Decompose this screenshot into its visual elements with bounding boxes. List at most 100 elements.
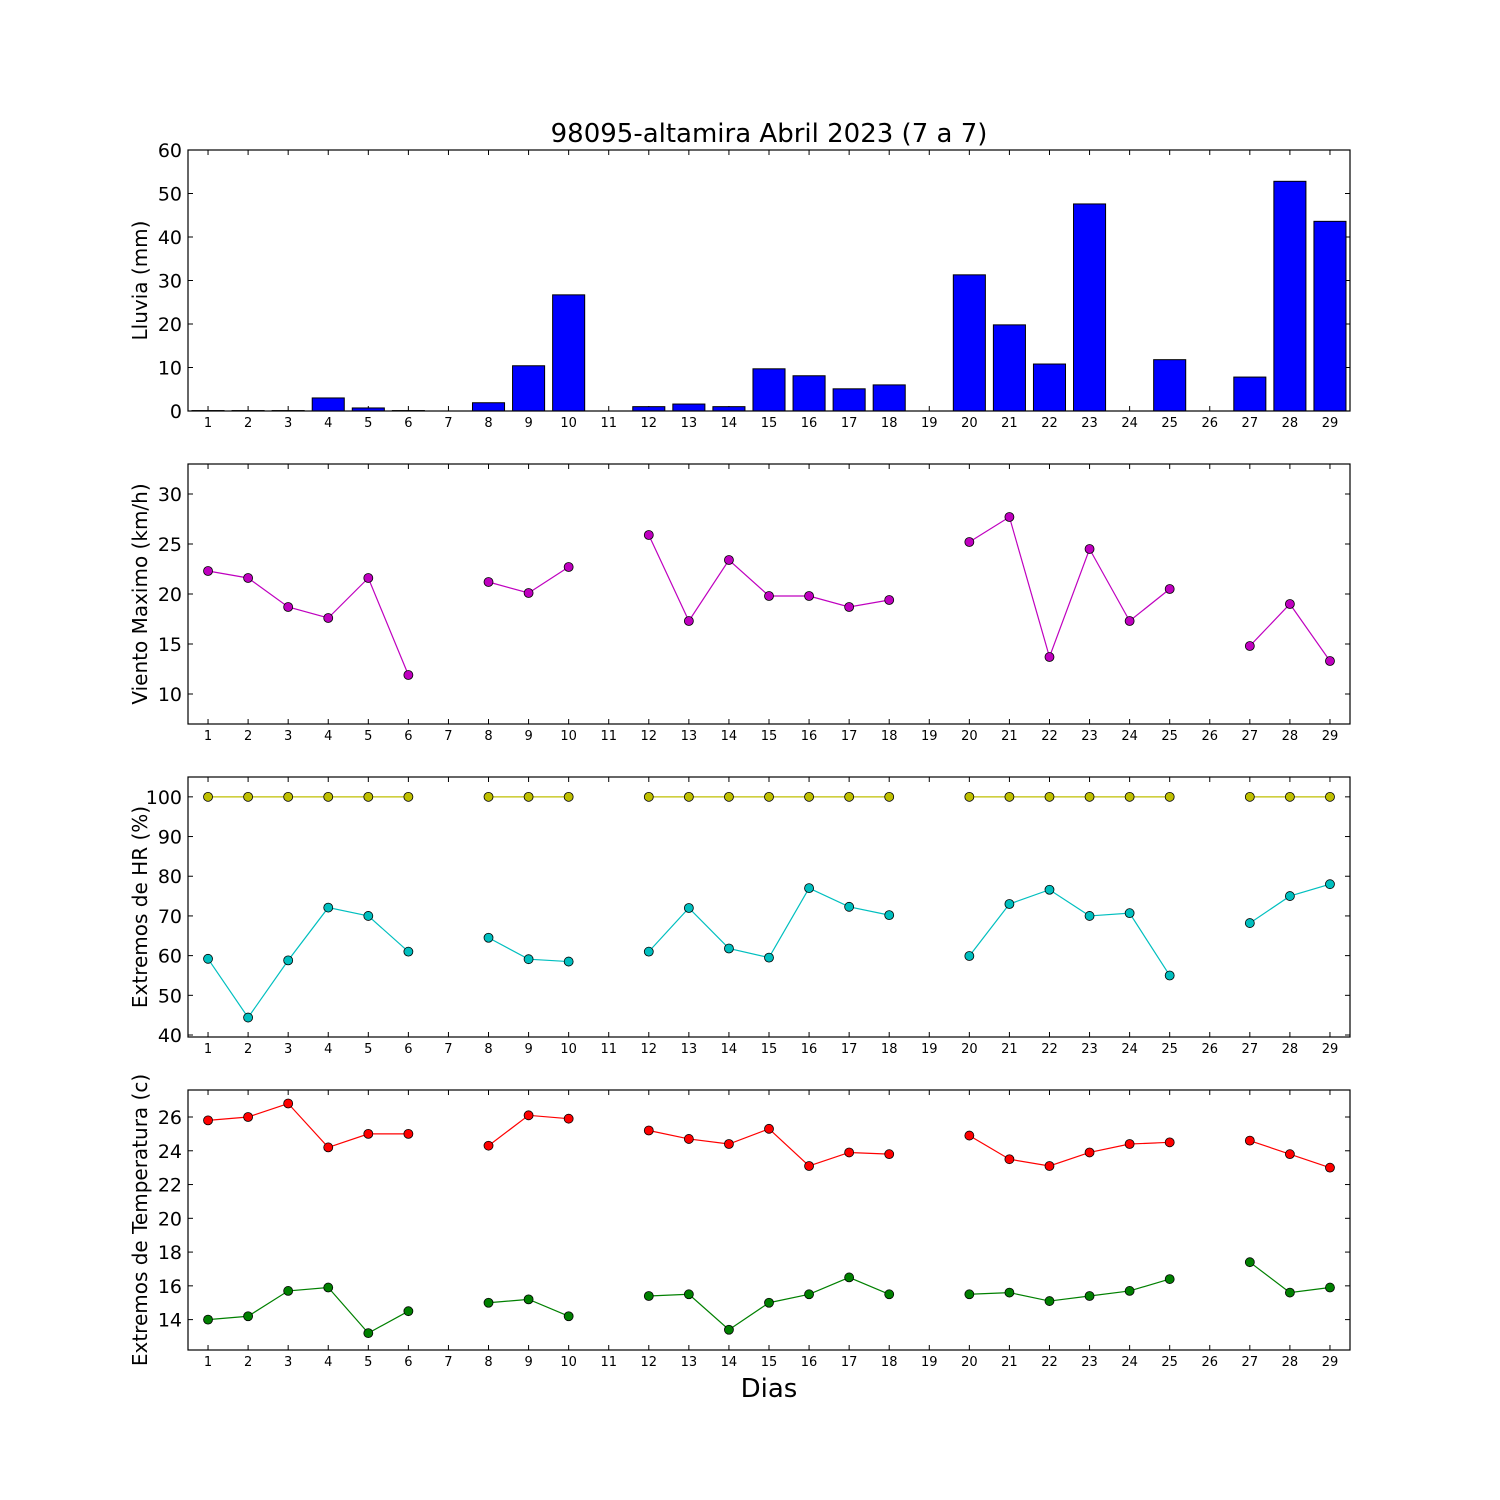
data-point	[1044, 884, 1055, 895]
bar	[1313, 220, 1347, 412]
data-point	[884, 1289, 895, 1300]
x-tick-label: 28	[1282, 1042, 1299, 1057]
x-tick-label: 1	[204, 416, 212, 431]
x-tick-label: 1	[204, 1355, 212, 1370]
data-point	[403, 670, 414, 680]
y-tick-label: 30	[158, 271, 182, 293]
x-tick-label: 24	[1121, 729, 1138, 744]
data-point	[1124, 908, 1135, 919]
x-tick-label: 25	[1161, 729, 1178, 744]
x-tick-label: 15	[761, 1355, 778, 1370]
data-point	[563, 956, 574, 967]
data-point	[844, 1272, 855, 1283]
bar	[712, 406, 746, 412]
x-axis-label: Dias	[741, 1374, 798, 1404]
data-point	[283, 791, 294, 802]
data-point	[1164, 1137, 1175, 1148]
data-point	[403, 791, 414, 802]
x-tick-label: 6	[404, 1355, 412, 1370]
x-tick-label: 21	[1001, 1042, 1018, 1057]
x-tick-label: 13	[681, 416, 698, 431]
x-tick-label: 14	[721, 416, 738, 431]
x-tick-label: 8	[484, 416, 492, 431]
data-point	[724, 1139, 734, 1149]
data-point	[283, 1286, 294, 1296]
x-tick-label: 25	[1161, 416, 1178, 431]
data-point	[1044, 1161, 1055, 1171]
data-point	[1284, 1149, 1295, 1160]
data-point	[1325, 1282, 1335, 1293]
x-tick-label: 21	[1001, 416, 1018, 431]
data-point	[1284, 891, 1295, 901]
data-point	[403, 946, 414, 957]
data-point	[483, 1297, 494, 1308]
data-point	[563, 1113, 574, 1124]
y-tick-label: 20	[158, 1208, 182, 1230]
x-tick-label: 18	[881, 1355, 898, 1370]
data-point	[523, 1294, 534, 1305]
x-tick-label: 23	[1081, 1355, 1098, 1370]
x-tick-label: 12	[641, 729, 658, 744]
data-point	[1325, 879, 1335, 890]
series-line	[207, 1286, 409, 1334]
x-tick-label: 24	[1121, 416, 1138, 431]
x-tick-label: 14	[721, 1355, 738, 1370]
x-tick-label: 5	[364, 1355, 372, 1370]
series-line	[207, 570, 409, 676]
data-point	[1164, 1274, 1175, 1284]
plot-frame	[187, 776, 1351, 1038]
data-point	[1124, 1139, 1135, 1149]
x-tick-label: 6	[404, 729, 412, 744]
y-axis-label: Viento Maximo (km/h)	[128, 483, 152, 704]
data-point	[643, 1291, 654, 1301]
x-tick-label: 14	[721, 729, 738, 744]
x-tick-label: 1	[204, 729, 212, 744]
data-point	[1084, 791, 1095, 802]
x-tick-label: 2	[244, 729, 252, 744]
data-point	[643, 530, 654, 540]
x-tick-label: 20	[961, 729, 978, 744]
data-point	[1004, 899, 1015, 909]
data-point	[283, 955, 294, 966]
data-point	[203, 1115, 213, 1126]
series-line	[207, 1102, 409, 1149]
plot-frame	[187, 1089, 1351, 1351]
y-tick-label: 40	[158, 1025, 182, 1047]
x-tick-label: 16	[801, 416, 818, 431]
data-point	[563, 562, 574, 572]
x-tick-label: 10	[560, 1355, 577, 1370]
data-point	[563, 791, 574, 802]
data-point	[1284, 599, 1295, 609]
x-tick-label: 11	[600, 1042, 617, 1057]
y-axis-label: Extremos de HR (%)	[128, 806, 152, 1008]
x-tick-label: 2	[244, 416, 252, 431]
data-point	[724, 943, 734, 954]
data-point	[1164, 791, 1175, 802]
x-tick-label: 23	[1081, 416, 1098, 431]
data-point	[1084, 911, 1095, 921]
y-tick-label: 30	[158, 484, 182, 506]
x-tick-label: 15	[761, 416, 778, 431]
y-tick-label: 25	[158, 534, 182, 556]
x-tick-label: 19	[921, 1355, 938, 1370]
x-tick-label: 8	[484, 1042, 492, 1057]
plot-frame	[187, 463, 1351, 725]
x-tick-label: 5	[364, 1042, 372, 1057]
data-point	[203, 1314, 213, 1325]
data-point	[1164, 584, 1175, 594]
data-point	[523, 1110, 534, 1121]
data-point	[1004, 1154, 1015, 1165]
x-tick-label: 12	[641, 416, 658, 431]
x-tick-label: 23	[1081, 729, 1098, 744]
data-point	[884, 1149, 895, 1160]
x-tick-label: 15	[761, 1042, 778, 1057]
x-tick-label: 29	[1322, 729, 1339, 744]
data-point	[323, 791, 334, 802]
x-tick-label: 2	[244, 1042, 252, 1057]
x-tick-label: 19	[921, 729, 938, 744]
data-point	[724, 555, 734, 565]
y-tick-label: 15	[158, 634, 182, 656]
